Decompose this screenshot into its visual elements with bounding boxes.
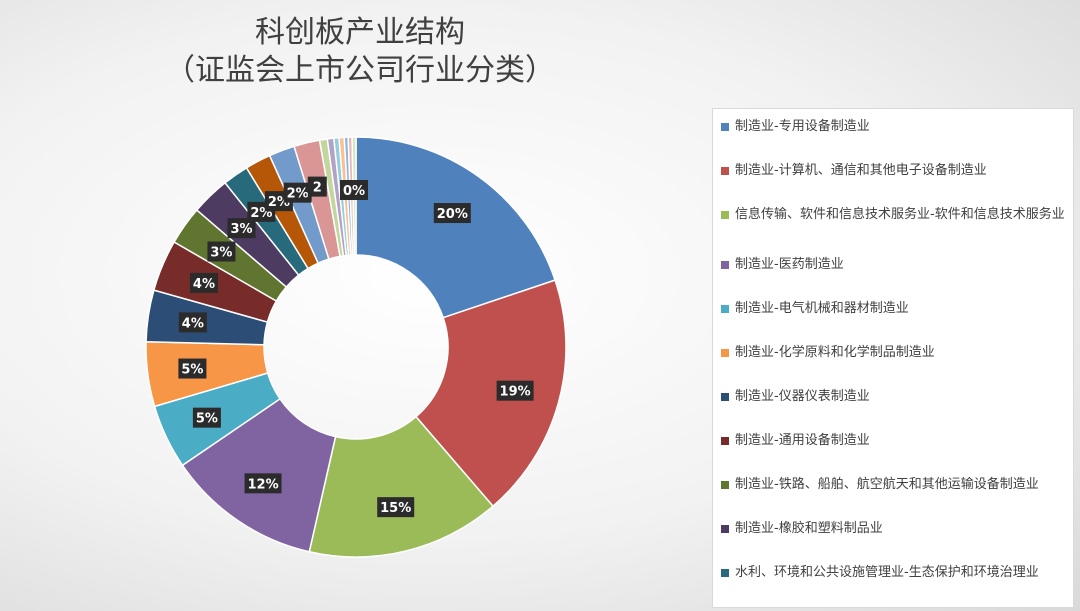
legend-label: 信息传输、软件和信息技术服务业-软件和信息技术服务业 xyxy=(735,207,1065,222)
data-label-10: 3% xyxy=(227,218,256,239)
data-label-14: 2 xyxy=(307,176,327,197)
data-label-5: 5% xyxy=(192,407,221,428)
legend-swatch xyxy=(721,393,729,401)
legend-label: 制造业-铁路、船舶、航空航天和其他运输设备制造业 xyxy=(735,477,1039,492)
legend-item-3: 信息传输、软件和信息技术服务业-软件和信息技术服务业 xyxy=(721,207,1067,257)
legend-label: 制造业-橡胶和塑料制品业 xyxy=(735,521,883,536)
data-label-1: 20% xyxy=(433,203,471,224)
legend-item-7: 制造业-仪器仪表制造业 xyxy=(721,389,1067,433)
legend-label: 制造业-电气机械和器材制造业 xyxy=(735,301,909,316)
donut-chart: 20%19%15%12%5%5%4%4%3%3%2%2%2% 2 0% xyxy=(145,136,567,558)
data-label-3: 15% xyxy=(377,497,415,518)
svg-text:3%: 3% xyxy=(210,246,232,261)
legend-label: 水利、环境和公共设施管理业-生态保护和环境治理业 xyxy=(735,565,1039,580)
chart-legend: 制造业-专用设备制造业制造业-计算机、通信和其他电子设备制造业信息传输、软件和信… xyxy=(712,108,1074,608)
legend-label: 制造业-通用设备制造业 xyxy=(735,433,870,448)
legend-swatch xyxy=(721,261,729,269)
data-label-9: 3% xyxy=(207,241,236,262)
legend-label: 制造业-专用设备制造业 xyxy=(735,119,870,134)
data-label-2: 19% xyxy=(496,380,534,401)
legend-item-2: 制造业-计算机、通信和其他电子设备制造业 xyxy=(721,163,1067,207)
svg-text:5%: 5% xyxy=(181,363,203,378)
data-label-4: 12% xyxy=(244,473,282,494)
data-label-18: 0% xyxy=(340,180,368,200)
slice-1 xyxy=(355,136,557,319)
legend-item-9: 制造业-铁路、船舶、航空航天和其他运输设备制造业 xyxy=(721,477,1067,521)
legend-label: 制造业-计算机、通信和其他电子设备制造业 xyxy=(735,163,987,178)
legend-swatch xyxy=(721,349,729,357)
legend-label: 制造业-化学原料和化学制品制造业 xyxy=(735,345,935,360)
legend-item-8: 制造业-通用设备制造业 xyxy=(721,433,1067,477)
legend-item-4: 制造业-医药制造业 xyxy=(721,257,1067,301)
legend-item-10: 制造业-橡胶和塑料制品业 xyxy=(721,521,1067,565)
legend-label: 制造业-仪器仪表制造业 xyxy=(735,389,870,404)
svg-text:5%: 5% xyxy=(196,412,218,427)
slice-2 xyxy=(414,279,567,508)
slice-3 xyxy=(308,415,495,558)
legend-item-1: 制造业-专用设备制造业 xyxy=(721,119,1067,163)
legend-item-11: 水利、环境和公共设施管理业-生态保护和环境治理业 xyxy=(721,565,1067,609)
data-label-6: 5% xyxy=(178,358,207,379)
legend-label: 制造业-医药制造业 xyxy=(735,257,844,272)
legend-swatch xyxy=(721,481,729,489)
legend-swatch xyxy=(721,437,729,445)
svg-text:2%: 2% xyxy=(287,187,309,202)
data-label-13: 2% xyxy=(283,182,312,203)
svg-text:0%: 0% xyxy=(343,184,365,199)
legend-item-5: 制造业-电气机械和器材制造业 xyxy=(721,301,1067,345)
data-label-7: 4% xyxy=(178,312,207,333)
svg-text:12%: 12% xyxy=(247,477,278,492)
legend-swatch xyxy=(721,525,729,533)
svg-text:19%: 19% xyxy=(500,385,531,400)
legend-swatch xyxy=(721,569,729,577)
svg-text:4%: 4% xyxy=(193,277,215,292)
svg-text:4%: 4% xyxy=(182,316,204,331)
data-label-8: 4% xyxy=(189,272,218,293)
svg-text:15%: 15% xyxy=(380,501,411,516)
chart-subtitle: （证监会上市公司行业分类） xyxy=(165,53,555,88)
svg-text:3%: 3% xyxy=(230,222,252,237)
legend-swatch xyxy=(721,167,729,175)
legend-swatch xyxy=(721,305,729,313)
legend-swatch xyxy=(721,123,729,131)
svg-text:20%: 20% xyxy=(437,207,468,222)
legend-swatch xyxy=(721,211,729,219)
svg-text:2: 2 xyxy=(313,181,322,196)
chart-title: 科创板产业结构 xyxy=(255,15,465,50)
legend-item-6: 制造业-化学原料和化学制品制造业 xyxy=(721,345,1067,389)
